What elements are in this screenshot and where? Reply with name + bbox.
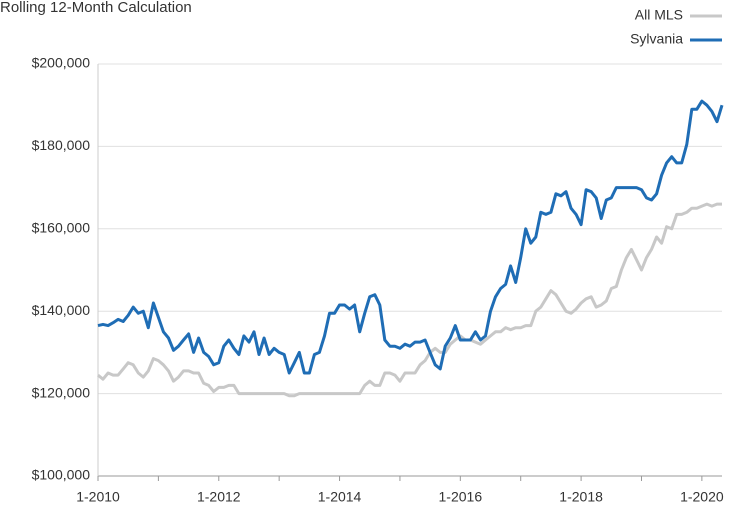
x-tick-label: 1-2012 [197,489,241,505]
series-line [97,99,724,375]
y-tick-label: $100,000 [32,467,91,483]
x-tick-label: 1-2018 [559,489,603,505]
legend-label: All MLS [635,7,683,23]
y-tick-label: $200,000 [32,55,91,71]
legend-label: Sylvania [630,31,683,47]
x-tick-label: 1-2016 [439,489,483,505]
y-tick-label: $140,000 [32,302,91,318]
series-line [97,202,722,398]
x-tick-label: 1-2014 [318,489,362,505]
y-tick-label: $160,000 [32,220,91,236]
chart-title: Rolling 12-Month Calculation [0,0,192,16]
x-tick-label: 1-2020 [680,489,724,505]
x-tick-label: 1-2010 [76,489,120,505]
y-tick-label: $180,000 [32,137,91,153]
y-tick-label: $120,000 [32,384,91,400]
